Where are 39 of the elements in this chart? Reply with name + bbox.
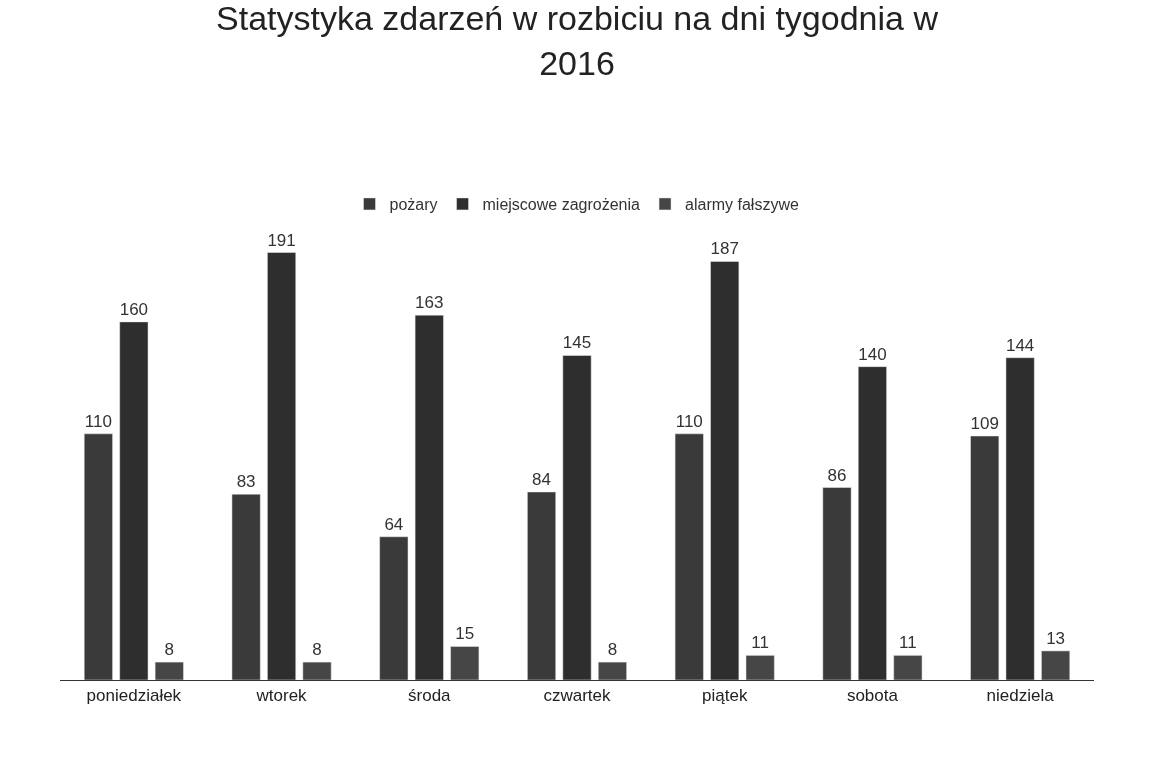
data-label: 140 [858, 344, 887, 364]
legend-label: pożary [389, 196, 438, 214]
legend-label: miejscowe zagrożenia [482, 196, 641, 214]
x-tick-label: niedziela [986, 686, 1055, 706]
data-label: 64 [384, 514, 404, 534]
x-tick-label: wtorek [255, 686, 308, 706]
data-label: 110 [675, 411, 703, 431]
bar [598, 661, 627, 680]
data-label: 86 [827, 465, 847, 485]
data-label: 15 [455, 624, 475, 644]
data-label: 8 [607, 640, 618, 660]
x-tick-label: czwartek [543, 686, 612, 706]
data-label: 83 [236, 472, 256, 492]
data-label: 84 [532, 469, 552, 489]
bar [450, 646, 480, 680]
bar [745, 655, 775, 680]
x-tick-label: piątek [702, 686, 748, 706]
data-label: 13 [1046, 628, 1066, 648]
x-tick-label: środa [408, 686, 452, 706]
bar [154, 661, 184, 680]
bar [302, 661, 332, 680]
data-label: 8 [312, 640, 322, 660]
data-label: 109 [970, 414, 999, 434]
data-label: 160 [119, 299, 149, 319]
data-label: 144 [1005, 335, 1035, 355]
data-label: 191 [267, 230, 296, 250]
chart-title: Statystyka zdarzeń w rozbiciu na dni tygodnia w 2016 [216, 0, 939, 82]
bar [1041, 650, 1071, 680]
data-label: 163 [415, 293, 444, 313]
data-label: 187 [710, 239, 739, 259]
data-label: 110 [84, 411, 112, 431]
data-label: 145 [562, 333, 592, 353]
x-tick-label: poniedziałek [86, 686, 182, 706]
data-label: 8 [164, 640, 175, 660]
data-label: 11 [751, 633, 769, 653]
x-tick-label: sobota [846, 686, 899, 706]
bar [893, 655, 923, 680]
data-label: 11 [899, 633, 917, 653]
legend-label: alarmy fałszywe [685, 196, 799, 214]
